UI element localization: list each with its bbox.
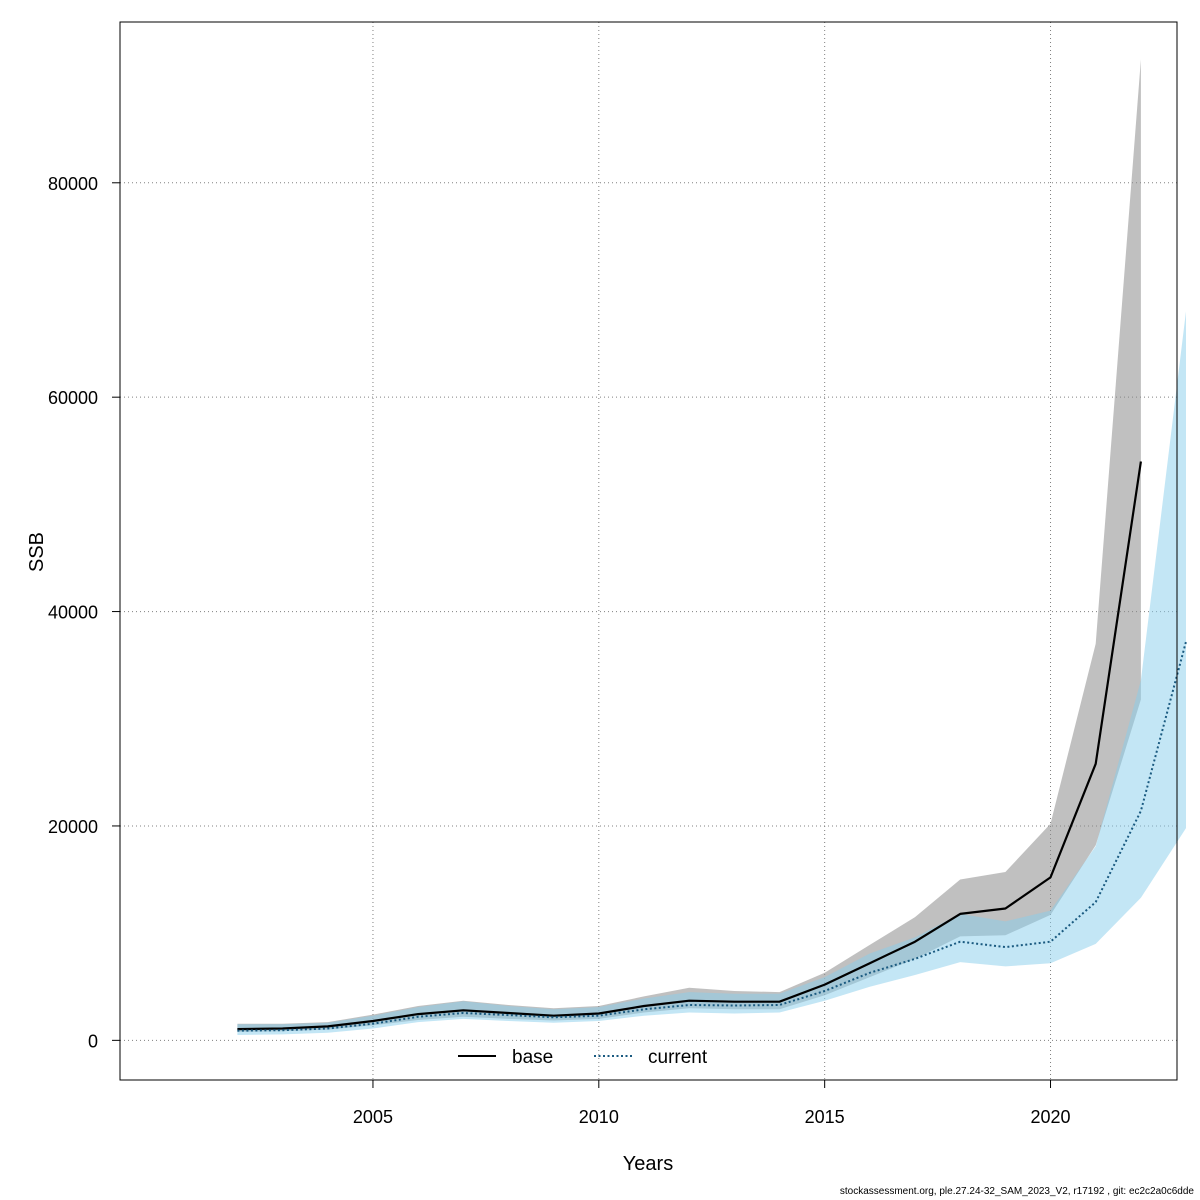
legend-base-label: base — [512, 1047, 553, 1068]
band-base — [237, 59, 1141, 1032]
band-current — [237, 311, 1186, 1035]
footer-caption: stockassessment.org, ple.27.24-32_SAM_20… — [839, 1186, 1194, 1197]
x-tick-label: 2015 — [805, 1107, 845, 1127]
plot-frame — [119, 21, 1178, 1081]
y-tick-label: 0 — [88, 1031, 98, 1051]
legend-current-label: current — [648, 1047, 708, 1068]
grid-layer — [120, 22, 1177, 1080]
y-axis-title: SSB — [26, 532, 48, 572]
y-tick-label: 40000 — [48, 603, 98, 623]
axis-layer: 2005 2010 2015 2020 0 20000 40000 60000 80000 — [48, 174, 1071, 1127]
legend: base current — [458, 1047, 708, 1068]
band-layer — [237, 59, 1186, 1035]
y-tick-label: 80000 — [48, 174, 98, 194]
y-tick-label: 60000 — [48, 388, 98, 408]
line-layer — [237, 461, 1187, 1032]
x-tick-label: 2020 — [1030, 1107, 1070, 1127]
x-tick-label: 2010 — [579, 1107, 619, 1127]
x-tick-label: 2005 — [353, 1107, 393, 1127]
y-tick-label: 20000 — [48, 817, 98, 837]
line-current — [237, 641, 1187, 1032]
x-axis-title: Years — [623, 1153, 673, 1175]
